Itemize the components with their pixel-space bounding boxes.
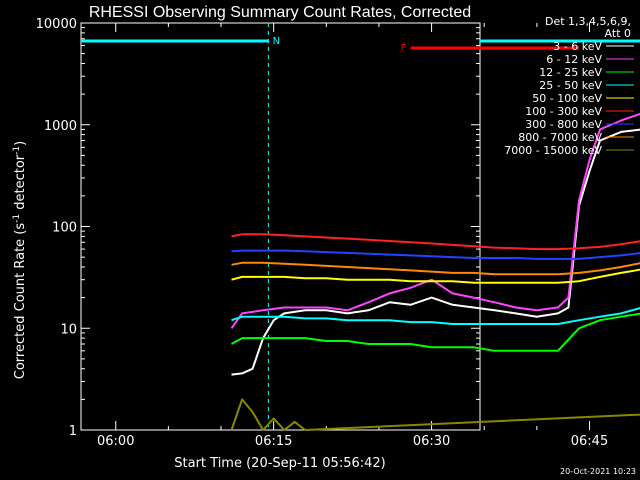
- y-tick-label: 10000: [36, 17, 77, 32]
- x-tick-label: 06:00: [97, 434, 134, 449]
- series-line-800-7000-kev: [231, 261, 640, 276]
- legend-entry-label: 6 - 12 keV: [546, 53, 602, 66]
- series-line-12-25-kev: [231, 312, 640, 352]
- legend-entry-label: 50 - 100 keV: [532, 92, 602, 105]
- y-axis-label-main: Corrected Count Rate (s: [13, 223, 28, 380]
- y-axis-label-end: ): [13, 141, 28, 146]
- vertical-markers: [267, 23, 269, 430]
- axis-ticks: [81, 22, 590, 431]
- x-axis-label: Start Time (20-Sep-11 05:56:42): [174, 456, 385, 471]
- legend-entry-label: 300 - 800 keV: [525, 118, 602, 131]
- y-axis-label-sup1: -1: [12, 214, 22, 223]
- legend-entry-label: 12 - 25 keV: [539, 66, 602, 79]
- series-line-7000-15000-kev: [230, 398, 640, 431]
- plot-area-border: [80, 22, 481, 431]
- y-axis-label-mid: detector: [13, 154, 28, 214]
- series-lines: [230, 112, 640, 431]
- series-line-100-300-kev: [231, 233, 640, 251]
- series-line-300-800-kev: [231, 249, 640, 260]
- legend-entry-label: 100 - 300 keV: [525, 105, 602, 118]
- y-tick-label: 1: [69, 424, 77, 439]
- x-tick-label: 06:15: [255, 434, 292, 449]
- timestamp-footer: 20-Oct-2021 10:23: [560, 467, 636, 476]
- interval-label-f: F: [401, 43, 407, 54]
- legend-entry-label: 25 - 50 keV: [539, 79, 602, 92]
- interval-bars: NF: [81, 36, 640, 54]
- y-tick-label: 100: [52, 221, 77, 236]
- y-axis-label: Corrected Count Rate (s-1 detector-1): [12, 141, 28, 379]
- series-line-50-100-kev: [231, 268, 640, 284]
- series-line-25-50-kev: [231, 307, 640, 325]
- plot-frame: [80, 22, 481, 431]
- y-tick-label: 1000: [44, 119, 77, 134]
- legend-header-line-2: Att 0: [605, 27, 631, 40]
- chart-title: RHESSI Observing Summary Count Rates, Co…: [89, 4, 471, 21]
- series-line-6-12-kev: [230, 112, 640, 329]
- y-tick-labels: 1 10 100 1000 10000: [36, 17, 77, 439]
- interval-label-n: N: [273, 36, 280, 47]
- x-tick-label: 06:45: [571, 434, 608, 449]
- legend-entry-label: 800 - 7000 keV: [518, 131, 602, 144]
- y-tick-label: 10: [60, 322, 77, 337]
- legend-header-line-1: Det 1,3,4,5,6,9,: [545, 15, 631, 28]
- y-axis-label-sup2: -1: [12, 146, 22, 155]
- x-tick-label: 06:30: [413, 434, 450, 449]
- legend-entry-label: 7000 - 15000 keV: [504, 144, 602, 157]
- legend-entry-label: 3 - 6 keV: [553, 40, 602, 53]
